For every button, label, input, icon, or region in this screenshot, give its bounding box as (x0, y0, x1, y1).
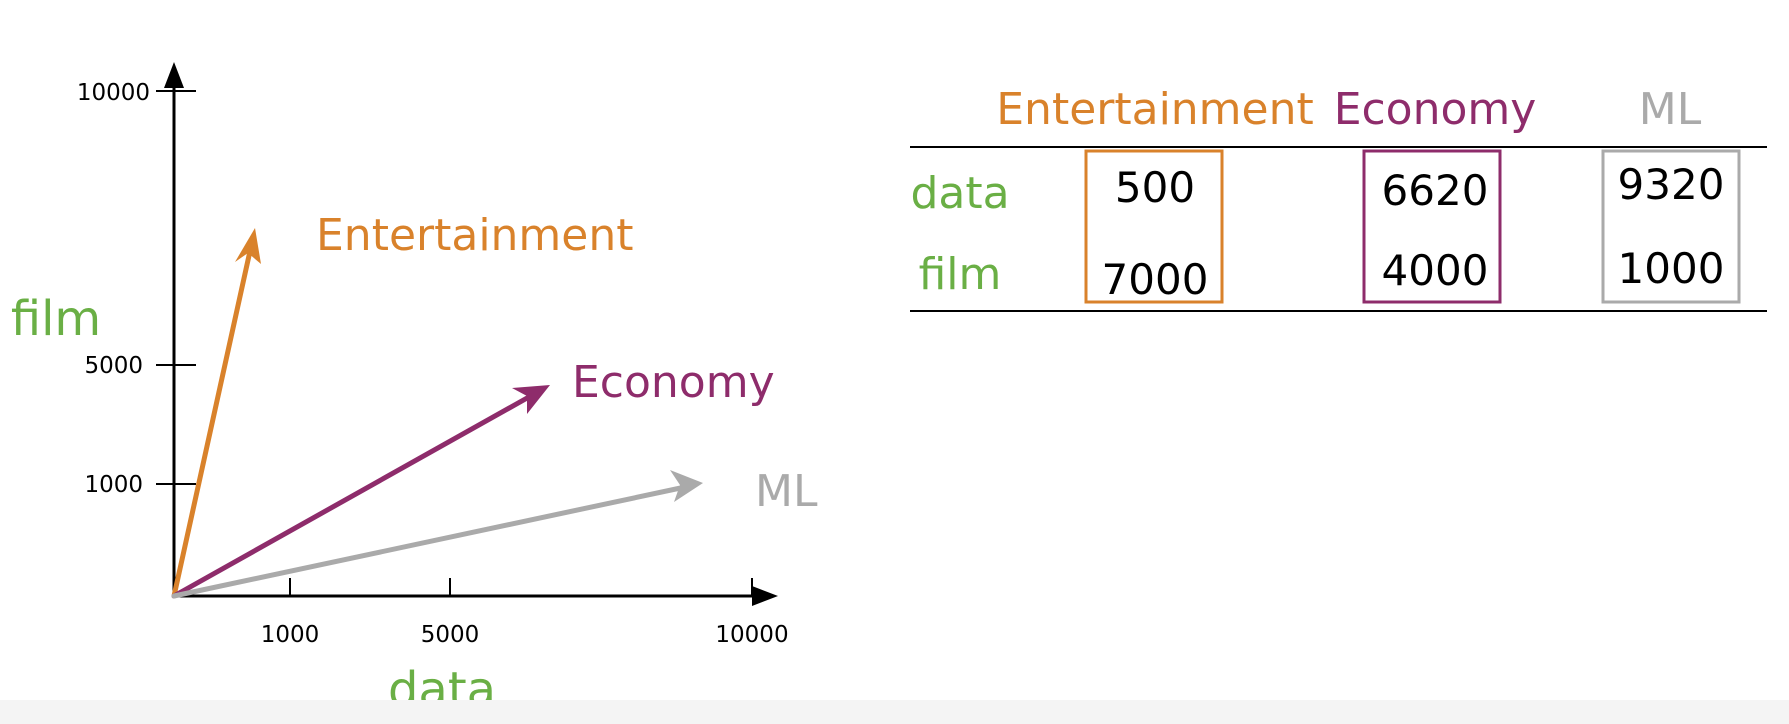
y-tick-label-10000: 10000 (77, 80, 150, 106)
vector-ml-shaft (171, 483, 693, 599)
x-tick-label-10000: 10000 (715, 622, 788, 648)
table-cell-entertainment-film: 7000 (1102, 255, 1209, 304)
y-ticks: 1000 5000 10000 (77, 80, 196, 498)
vector-economy: Economy (171, 357, 775, 599)
x-ticks: 1000 5000 10000 (261, 578, 789, 648)
table-cell-entertainment-data: 500 (1115, 163, 1195, 212)
y-axis-label: film (11, 291, 101, 347)
vector-entertainment-label: Entertainment (316, 210, 634, 261)
vector-entertainment-arrowhead (235, 228, 261, 264)
vector-economy-label: Economy (572, 357, 775, 408)
vector-plot: 1000 5000 10000 1000 5000 10000 data fil… (11, 62, 818, 718)
table-row-label-data: data (910, 168, 1009, 219)
vector-entertainment: Entertainment (171, 210, 634, 599)
vector-ml-arrowhead (670, 470, 703, 502)
y-tick-label-5000: 5000 (84, 353, 143, 379)
vector-economy-arrowhead (512, 385, 550, 414)
y-tick-label-1000: 1000 (84, 472, 143, 498)
y-axis-arrowhead (164, 62, 184, 88)
table-cell-economy-data: 6620 (1382, 166, 1489, 215)
table-header-entertainment: Entertainment (996, 84, 1314, 135)
vector-ml-label: ML (755, 466, 818, 517)
x-axis-arrowhead (752, 586, 778, 606)
table-cell-economy-film: 4000 (1382, 246, 1489, 295)
table-header-ml: ML (1639, 84, 1702, 135)
vector-entertainment-shaft (171, 239, 255, 599)
vector-ml: ML (171, 466, 818, 599)
table-box-economy (1362, 149, 1502, 304)
vector-table: Entertainment Economy ML data film 500 7… (910, 84, 1767, 312)
table-header-economy: Economy (1334, 84, 1537, 135)
bottom-strip (0, 700, 1789, 724)
x-tick-label-1000: 1000 (261, 622, 320, 648)
table-cell-ml-film: 1000 (1618, 244, 1725, 293)
x-tick-label-5000: 5000 (421, 622, 480, 648)
table-row-label-film: film (919, 249, 1002, 300)
table-box-ml (1601, 149, 1741, 304)
table-cell-ml-data: 9320 (1618, 160, 1725, 209)
table-box-entertainment (1084, 149, 1224, 304)
vector-economy-shaft (171, 390, 539, 599)
